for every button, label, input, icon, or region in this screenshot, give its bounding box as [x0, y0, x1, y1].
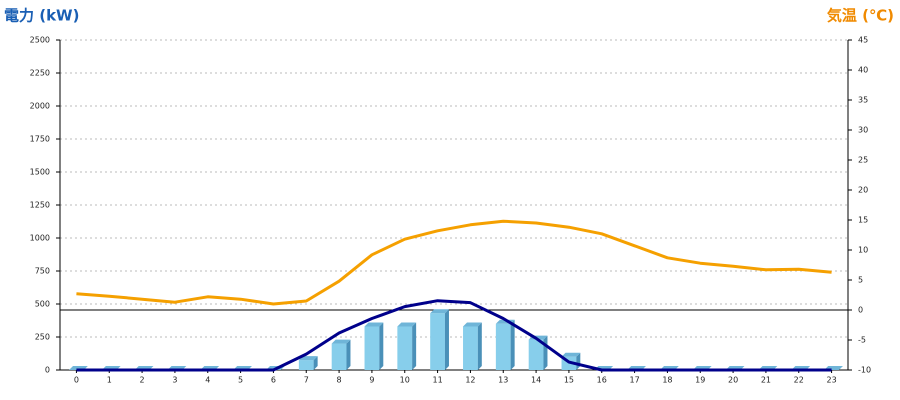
- bar-side: [444, 309, 449, 370]
- y2-tick-label: 45: [858, 36, 868, 45]
- bar-face: [528, 339, 544, 370]
- y2-tick-label: 40: [858, 66, 868, 75]
- x-tick-label: 3: [172, 376, 177, 385]
- y2-axis-title: 気温 (℃): [827, 7, 894, 25]
- y-tick-label: 750: [35, 267, 50, 276]
- bar: [298, 356, 318, 370]
- bar-side: [477, 322, 482, 370]
- x-tick-label: 21: [761, 376, 771, 385]
- x-tick-label: 14: [531, 376, 541, 385]
- bar-face: [331, 343, 347, 370]
- y-tick-label: 1000: [30, 234, 50, 243]
- y2-tick-label: 30: [858, 126, 868, 135]
- x-tick-label: 2: [140, 376, 145, 385]
- bar-side: [412, 322, 417, 370]
- y-tick-label: 1250: [30, 201, 50, 210]
- bar-top: [463, 322, 482, 327]
- x-tick-label: 10: [400, 376, 410, 385]
- x-tick-label: 22: [794, 376, 804, 385]
- x-tick-label: 18: [662, 376, 672, 385]
- line: [76, 219, 832, 306]
- y2-tick-label: 25: [858, 156, 868, 165]
- bar-top: [364, 322, 384, 327]
- bar-face: [397, 326, 413, 370]
- x-tick-label: 20: [728, 376, 738, 385]
- x-tick-label: 13: [498, 376, 508, 385]
- bar: [430, 309, 449, 370]
- x-tick-label: 17: [629, 376, 639, 385]
- x-tick-label: 15: [564, 376, 574, 385]
- x-tick-label: 5: [238, 376, 243, 385]
- bar-top: [430, 309, 449, 314]
- line: [76, 299, 832, 372]
- x-tick-label: 16: [597, 376, 607, 385]
- y2-tick-label: 10: [858, 246, 868, 255]
- bar-face: [298, 360, 314, 370]
- y-tick-label: 1750: [30, 135, 50, 144]
- bar-side: [346, 339, 351, 370]
- bar-side: [543, 335, 548, 370]
- y2-tick-label: 0: [858, 306, 863, 315]
- y-tick-label: 2500: [30, 36, 50, 45]
- bar: [331, 339, 351, 370]
- x-tick-label: 23: [826, 376, 836, 385]
- y-axis-title: 電力 (kW): [4, 7, 79, 25]
- bar-face: [463, 326, 478, 370]
- y-tick-label: 250: [35, 333, 50, 342]
- y2-tick-label: -5: [858, 336, 866, 345]
- bar-side: [313, 356, 318, 370]
- y-tick-label: 2000: [30, 102, 50, 111]
- x-tick-label: 19: [695, 376, 705, 385]
- bar: [463, 322, 482, 370]
- x-tick-label: 4: [205, 376, 210, 385]
- x-tick-label: 7: [304, 376, 309, 385]
- x-tick-label: 1: [107, 376, 112, 385]
- bar-side: [510, 319, 515, 370]
- x-tick-label: 9: [369, 376, 374, 385]
- x-tick-label: 6: [271, 376, 276, 385]
- y-tick-label: 500: [35, 300, 50, 309]
- bar: [364, 322, 384, 370]
- bar-face: [495, 323, 511, 370]
- y2-tick-label: 20: [858, 186, 868, 195]
- x-tick-label: 0: [74, 376, 79, 385]
- x-tick-label: 11: [432, 376, 442, 385]
- bar-top: [561, 352, 581, 357]
- y-tick-label: 0: [45, 366, 50, 375]
- x-tick-label: 12: [465, 376, 475, 385]
- bar: [397, 322, 417, 370]
- y2-tick-label: 5: [858, 276, 863, 285]
- bar-top: [397, 322, 417, 327]
- bar-face: [430, 313, 445, 370]
- y-tick-label: 1500: [30, 168, 50, 177]
- bar-top: [331, 339, 351, 344]
- bar: [495, 319, 515, 370]
- y-tick-label: 2250: [30, 69, 50, 78]
- x-tick-label: 8: [337, 376, 342, 385]
- bar-side: [379, 322, 384, 370]
- bar-face: [364, 326, 380, 370]
- y2-tick-label: -10: [858, 366, 871, 375]
- y2-tick-label: 15: [858, 216, 868, 225]
- y2-tick-label: 35: [858, 96, 868, 105]
